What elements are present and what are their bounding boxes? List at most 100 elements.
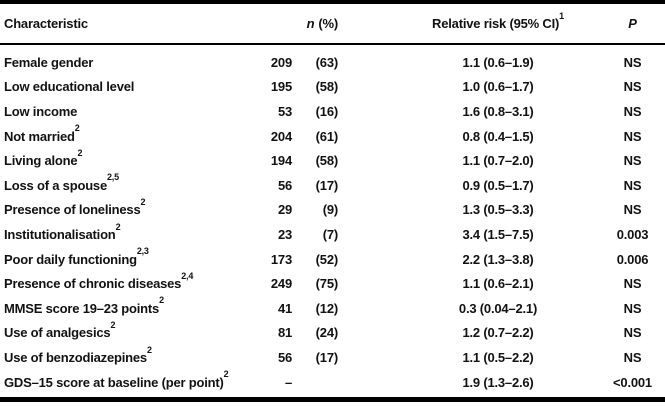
characteristic-cell: GDS–15 score at baseline (per point)2 [0, 370, 250, 390]
pct-value: (16) [315, 103, 339, 119]
p-value: NS [623, 276, 642, 292]
footnote-superscript: 2 [110, 320, 116, 330]
table-row: Living alone2 194 (58) 1.1 (0.7–2.0) NS [0, 148, 665, 173]
n-value: 195 [270, 79, 292, 95]
characteristic-label: GDS–15 score at baseline (per point) [4, 374, 224, 390]
table-row: Low educational level 195 (58) 1.0 (0.6–1… [0, 75, 665, 100]
relative-risk-value: 1.9 (1.3–2.6) [462, 374, 534, 390]
table-row: GDS–15 score at baseline (per point)2 – … [0, 370, 665, 395]
pct-value: (58) [315, 153, 339, 169]
relative-risk-value: 0.3 (0.04–2.1) [458, 300, 538, 316]
characteristic-label: Female gender [4, 54, 94, 70]
table-row: Loss of a spouse2,5 56 (17) 0.9 (0.5–1.7)… [0, 173, 665, 198]
p-value: NS [623, 54, 642, 70]
footnote-superscript: 2,4 [181, 270, 194, 281]
characteristic-label: Low educational level [4, 79, 135, 95]
table-row: Not married2 204 (61) 0.8 (0.4–1.5) NS [0, 124, 665, 149]
table-body: Female gender 209 (63) 1.1 (0.6–1.9) NS L… [0, 45, 665, 394]
characteristic-cell: Use of analgesics2 [0, 321, 250, 341]
n-pct-cell: 204 (61) [250, 129, 396, 144]
p-value: NS [623, 153, 642, 169]
relative-risk-value: 2.2 (1.3–3.8) [462, 251, 534, 267]
characteristic-cell: Use of benzodiazepines2 [0, 345, 250, 365]
relative-risk-value: 3.4 (1.5–7.5) [462, 226, 534, 242]
n-pct-cell: 29 (9) [250, 202, 396, 217]
characteristic-label: Presence of chronic diseases [4, 276, 182, 292]
n-pct-cell: 23 (7) [250, 227, 396, 242]
relative-risk-value: 1.3 (0.5–3.3) [462, 202, 534, 218]
n-pct-cell: 53 (16) [250, 104, 396, 119]
table-top-rule [0, 0, 665, 4]
p-value: 0.003 [616, 226, 649, 242]
p-value: <0.001 [613, 374, 652, 390]
characteristic-cell: Low educational level [0, 79, 250, 94]
table-row: Use of benzodiazepines2 56 (17) 1.1 (0.5–… [0, 345, 665, 370]
n-value: 53 [277, 103, 292, 119]
footnote-superscript: 2 [146, 344, 152, 355]
footnote-superscript: 2 [115, 221, 121, 232]
p-value: NS [623, 103, 642, 119]
characteristic-cell: Presence of loneliness2 [0, 198, 250, 218]
characteristic-label: Living alone [4, 153, 78, 169]
col-header-relative-risk: Relative risk (95% CI)1 [396, 11, 600, 31]
table-row: Presence of chronic diseases2,4 249 (75) … [0, 271, 665, 296]
footnote-superscript: 2,3 [136, 246, 149, 257]
pct-symbol: (%) [318, 16, 338, 31]
n-pct-cell: 194 (58) [250, 153, 396, 168]
col-header-characteristic: Characteristic [4, 16, 88, 31]
relative-risk-value: 1.1 (0.6–2.1) [462, 276, 534, 292]
footnote-superscript: 2 [77, 147, 83, 158]
characteristic-cell: Not married2 [0, 124, 250, 144]
relative-risk-value: 1.1 (0.7–2.0) [462, 153, 534, 169]
characteristic-cell: Poor daily functioning2,3 [0, 247, 250, 267]
p-value: NS [623, 325, 642, 341]
characteristic-label: Presence of loneliness [4, 202, 141, 218]
p-value: NS [623, 177, 642, 193]
characteristic-cell: MMSE score 19–23 points2 [0, 296, 250, 316]
table-bottom-rule [0, 397, 665, 403]
n-symbol: n [306, 16, 315, 31]
n-value: 204 [270, 128, 292, 144]
table-row: Poor daily functioning2,3 173 (52) 2.2 (1… [0, 247, 665, 272]
pct-value: (24) [315, 325, 339, 341]
pct-value: (58) [315, 79, 339, 95]
p-value: NS [623, 79, 642, 95]
pct-value: (17) [315, 177, 339, 193]
characteristic-label: Not married [4, 128, 75, 144]
relative-risk-value: 1.6 (0.8–3.1) [462, 103, 534, 119]
p-value: NS [623, 300, 642, 316]
footnote-superscript: 2 [140, 197, 146, 208]
n-pct-cell: 81 (24) [250, 325, 396, 340]
characteristic-cell: Living alone2 [0, 148, 250, 169]
col-header-n-pct: n (%) [250, 16, 396, 31]
pct-value: (9) [322, 202, 338, 218]
n-value: 249 [270, 276, 292, 292]
n-pct-cell: 209 (63) [250, 55, 396, 70]
p-value: NS [623, 202, 642, 218]
footnote-superscript: 2 [159, 295, 164, 306]
footnote-superscript: 2 [223, 369, 229, 380]
n-value: 81 [277, 325, 292, 341]
n-pct-cell: 41 (12) [250, 301, 396, 316]
table-row: MMSE score 19–23 points2 41 (12) 0.3 (0.0… [0, 296, 665, 321]
table-header-row: Characteristic n (%) Relative risk (95% C… [0, 4, 665, 43]
p-value: NS [623, 349, 642, 365]
n-value: 41 [277, 300, 292, 316]
relative-risk-header-label: Relative risk (95% CI) [432, 16, 560, 31]
characteristic-cell: Presence of chronic diseases2,4 [0, 271, 250, 292]
n-value: 23 [277, 226, 292, 242]
header-divider-rule [0, 43, 665, 45]
characteristic-label: Poor daily functioning [4, 251, 137, 267]
table-row: Use of analgesics2 81 (24) 1.2 (0.7–2.2) … [0, 321, 665, 346]
n-pct-cell: – [250, 375, 396, 390]
pct-value: (61) [315, 128, 339, 144]
relative-risk-value: 1.2 (0.7–2.2) [462, 325, 534, 341]
n-value: 56 [277, 349, 292, 365]
n-pct-cell: 195 (58) [250, 79, 396, 94]
n-value: 194 [270, 153, 292, 169]
n-value: 173 [270, 251, 292, 267]
n-pct-cell: 173 (52) [250, 252, 396, 267]
n-pct-cell: 56 (17) [250, 178, 396, 193]
relative-risk-value: 1.1 (0.5–2.2) [462, 349, 534, 365]
